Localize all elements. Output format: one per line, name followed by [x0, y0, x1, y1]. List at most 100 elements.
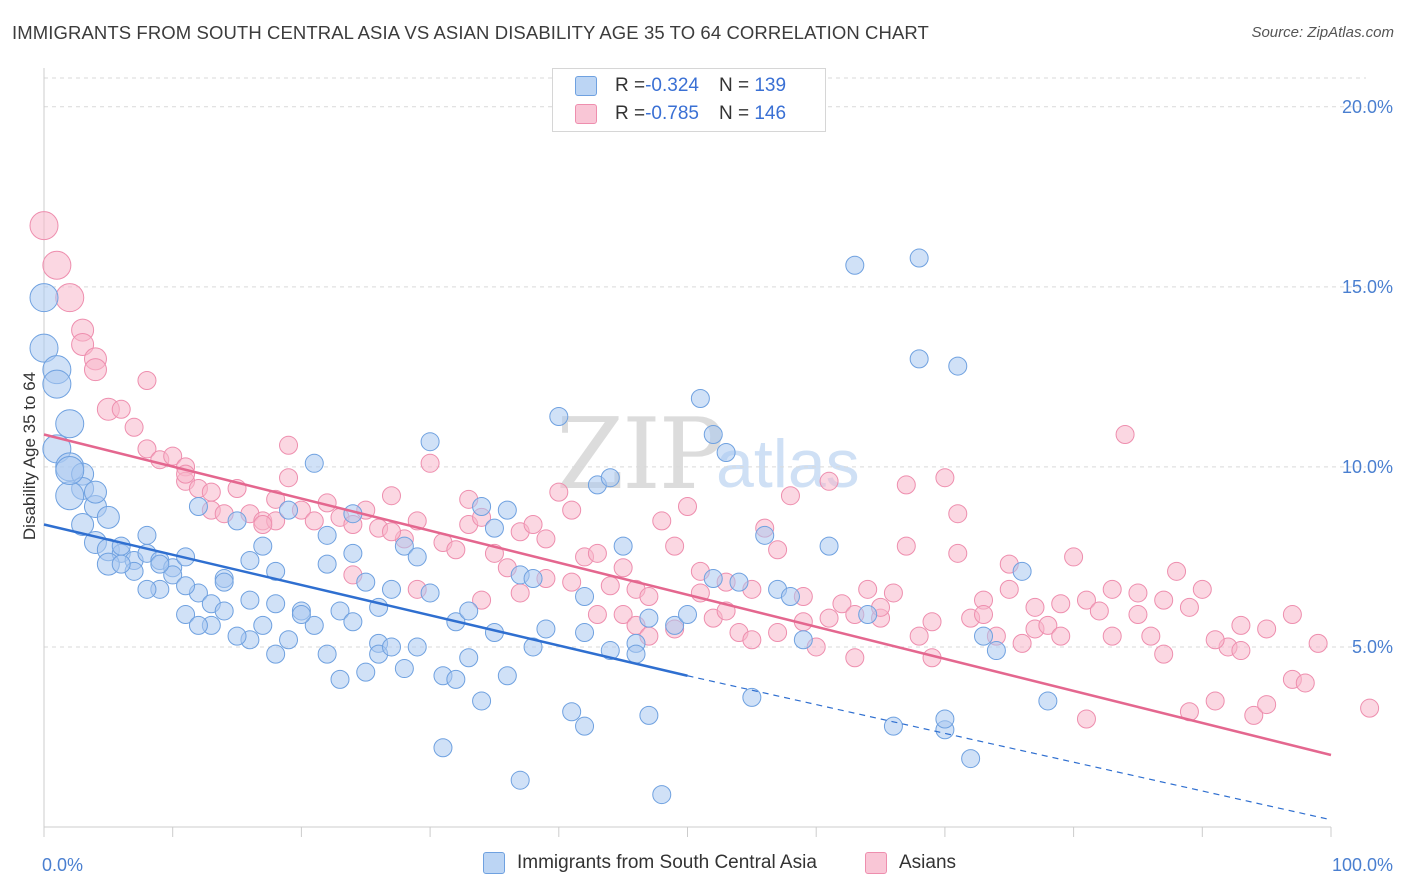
- south-central-asia-point: [176, 576, 196, 596]
- asians-point: [1154, 590, 1174, 610]
- south-central-asia-point: [549, 406, 569, 426]
- asians-point: [111, 399, 131, 419]
- south-central-asia-point: [819, 536, 839, 556]
- asians-point: [896, 475, 916, 495]
- south-central-asia-point: [163, 565, 183, 585]
- pink-trend-line: [43, 433, 1332, 757]
- south-central-asia-point: [652, 785, 672, 805]
- asians-point: [1051, 626, 1071, 646]
- south-central-asia-point: [575, 587, 595, 607]
- asians-point: [1141, 626, 1161, 646]
- series-legend-item-south-central-asia[interactable]: Immigrants from South Central Asia: [483, 852, 817, 874]
- y-tick-label: 15.0%: [1342, 277, 1393, 297]
- south-central-asia-point: [600, 641, 620, 661]
- south-central-asia-point: [755, 525, 775, 545]
- south-central-asia-point: [420, 583, 440, 603]
- asians-point: [1179, 597, 1199, 617]
- south-central-asia-point: [394, 659, 414, 679]
- asians-point: [600, 576, 620, 596]
- asians-point: [613, 558, 633, 578]
- asians-point: [446, 540, 466, 560]
- series-swatch-blue: [483, 852, 505, 874]
- series-legend-item-asians[interactable]: Asians: [865, 852, 956, 874]
- south-central-asia-point: [858, 605, 878, 625]
- correlation-legend: R = -0.324 N = 139 R = -0.785 N = 146: [552, 68, 826, 132]
- south-central-asia-point: [600, 468, 620, 488]
- south-central-asia-point: [240, 590, 260, 610]
- legend-row-blue: R = -0.324 N = 139: [575, 74, 786, 98]
- asians-point: [922, 612, 942, 632]
- south-central-asia-point: [883, 716, 903, 736]
- south-central-asia-point: [137, 579, 157, 599]
- south-central-asia-point: [150, 554, 170, 574]
- asians-point: [1038, 615, 1058, 635]
- south-central-asia-point: [639, 705, 659, 725]
- south-central-asia-point: [394, 536, 414, 556]
- asians-point: [1192, 579, 1212, 599]
- asians-point: [845, 648, 865, 668]
- series-swatch-pink: [865, 852, 887, 874]
- legend-r-value: -0.324: [645, 75, 699, 96]
- south-central-asia-point: [639, 608, 659, 628]
- asians-point: [1244, 705, 1264, 725]
- asians-point: [665, 536, 685, 556]
- south-central-asia-point: [909, 248, 929, 268]
- south-central-asia-point: [227, 626, 247, 646]
- south-central-asia-point: [562, 702, 582, 722]
- asians-point: [83, 358, 107, 382]
- south-central-asia-point: [266, 594, 286, 614]
- south-central-asia-point: [83, 480, 107, 504]
- south-central-asia-point: [214, 601, 234, 621]
- x-tick-label-min: 0.0%: [42, 855, 83, 875]
- asians-point: [1128, 583, 1148, 603]
- south-central-asia-point: [845, 255, 865, 275]
- south-central-asia-point: [948, 356, 968, 376]
- south-central-asia-point: [253, 536, 273, 556]
- asians-point: [1205, 630, 1225, 650]
- asians-point: [909, 626, 929, 646]
- south-central-asia-point: [240, 551, 260, 571]
- series-legend: Immigrants from South Central Asia Asian…: [0, 852, 1406, 878]
- asians-point: [562, 500, 582, 520]
- asians-point: [1231, 641, 1251, 661]
- asians-point: [780, 486, 800, 506]
- south-central-asia-point: [407, 547, 427, 567]
- south-central-asia-point: [266, 644, 286, 664]
- chart-title: IMMIGRANTS FROM SOUTH CENTRAL ASIA VS AS…: [12, 22, 929, 43]
- asians-point: [510, 583, 530, 603]
- asians-point: [42, 250, 72, 280]
- asians-point: [253, 515, 273, 535]
- south-central-asia-point: [304, 453, 324, 473]
- asians-point: [1308, 633, 1328, 653]
- asians-point: [1076, 590, 1096, 610]
- south-central-asia-point: [317, 554, 337, 574]
- south-central-asia-point: [71, 513, 95, 537]
- chart-source: Source: ZipAtlas.com: [1251, 24, 1394, 41]
- asians-point: [304, 511, 324, 531]
- legend-r-value: -0.785: [645, 103, 699, 124]
- asians-point: [29, 211, 59, 241]
- asians-point: [832, 594, 852, 614]
- south-central-asia-point: [472, 497, 492, 517]
- south-central-asia-point: [1038, 691, 1058, 711]
- asians-point: [883, 583, 903, 603]
- asians-point: [587, 605, 607, 625]
- blue-trend-extension: [687, 675, 1332, 821]
- y-axis-label: Disability Age 35 to 64: [20, 372, 39, 540]
- south-central-asia-point: [55, 481, 85, 511]
- asians-point: [1257, 619, 1277, 639]
- south-central-asia-point: [974, 626, 994, 646]
- asians-point: [1102, 579, 1122, 599]
- asians-point: [1051, 594, 1071, 614]
- south-central-asia-point: [626, 644, 646, 664]
- south-central-asia-point: [137, 525, 157, 545]
- asians-point: [1167, 561, 1187, 581]
- south-central-asia-point: [253, 615, 273, 635]
- asians-point: [1128, 605, 1148, 625]
- south-central-asia-point: [575, 716, 595, 736]
- legend-swatch-blue: [575, 76, 597, 96]
- asians-point: [819, 608, 839, 628]
- south-central-asia-point: [29, 283, 59, 313]
- south-central-asia-point: [356, 572, 376, 592]
